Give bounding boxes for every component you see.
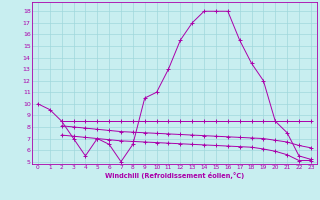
- X-axis label: Windchill (Refroidissement éolien,°C): Windchill (Refroidissement éolien,°C): [105, 172, 244, 179]
